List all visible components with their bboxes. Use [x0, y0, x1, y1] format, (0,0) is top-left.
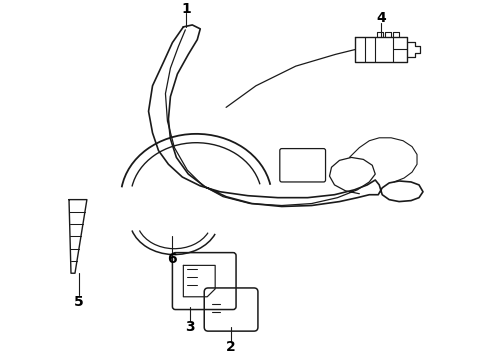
- Text: 5: 5: [74, 295, 84, 309]
- Text: 4: 4: [376, 11, 386, 25]
- Text: 1: 1: [181, 2, 191, 16]
- Text: 6: 6: [168, 252, 177, 266]
- Text: 3: 3: [186, 320, 195, 334]
- Text: 2: 2: [226, 340, 236, 354]
